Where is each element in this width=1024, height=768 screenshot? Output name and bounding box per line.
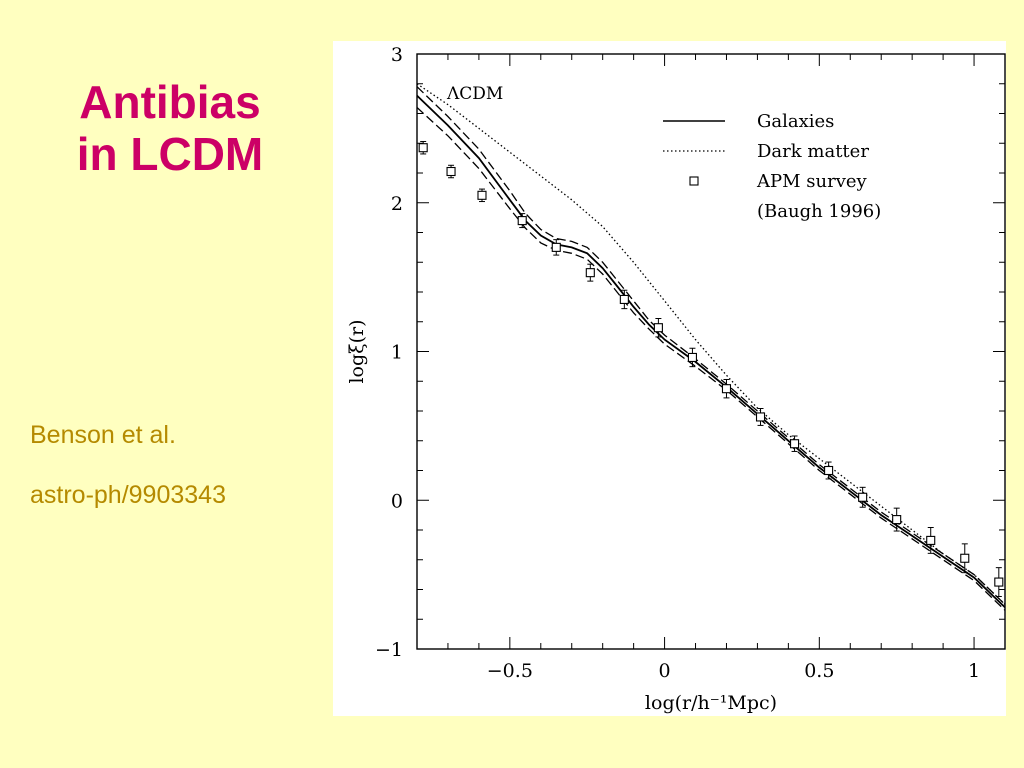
apm-data-point bbox=[858, 486, 868, 508]
apm-marker bbox=[994, 577, 1004, 587]
apm-data-point bbox=[960, 543, 970, 574]
y-tick-label: 2 bbox=[391, 193, 403, 215]
x-tick-label: 1 bbox=[968, 660, 980, 682]
plot-frame bbox=[416, 53, 1006, 650]
apm-marker bbox=[858, 492, 868, 502]
apm-data-point bbox=[790, 435, 800, 452]
credit-reference: astro-ph/9903343 bbox=[30, 481, 226, 509]
apm-marker bbox=[790, 439, 800, 449]
apm-data-point bbox=[477, 188, 487, 203]
legend-label: (Baugh 1996) bbox=[757, 201, 881, 222]
series-galaxies-line bbox=[416, 94, 1006, 609]
apm-data-point bbox=[418, 140, 428, 155]
legend-label: Dark matter bbox=[757, 141, 869, 162]
correlation-chart: Galaxies Dark matter APM survey (Baugh 1996… bbox=[346, 44, 1006, 714]
apm-data-point bbox=[653, 317, 663, 338]
legend-entry: APM survey bbox=[689, 171, 868, 192]
apm-marker bbox=[755, 412, 766, 422]
y-tick-label: −1 bbox=[375, 639, 403, 661]
x-tick-label: −0.5 bbox=[487, 660, 533, 682]
apm-data-point bbox=[517, 213, 527, 229]
slide-title: Antibias in LCDM bbox=[30, 76, 310, 180]
apm-marker bbox=[418, 143, 428, 153]
apm-data-point bbox=[551, 239, 561, 256]
slide-title-line-2: in LCDM bbox=[76, 128, 264, 180]
apm-marker bbox=[585, 268, 595, 278]
apm-data-point bbox=[892, 507, 902, 532]
slide-title-line-1: Antibias bbox=[79, 76, 261, 128]
apm-marker bbox=[517, 216, 527, 226]
x-axis-label: log(r/h⁻¹Mpc) bbox=[645, 692, 777, 714]
y-tick-label: 0 bbox=[391, 490, 403, 512]
apm-data-point bbox=[446, 164, 456, 179]
x-tick-label: 0.5 bbox=[804, 660, 834, 682]
y-axis-label: logξ(r) bbox=[346, 319, 368, 383]
apm-marker bbox=[687, 352, 697, 363]
legend-label: APM survey bbox=[756, 171, 868, 192]
legend-label: Galaxies bbox=[757, 111, 834, 132]
apm-marker bbox=[619, 294, 629, 304]
apm-marker bbox=[721, 384, 732, 394]
apm-data-point bbox=[721, 378, 732, 399]
apm-data-point bbox=[824, 461, 834, 480]
apm-marker bbox=[477, 190, 487, 200]
legend-entry: Galaxies bbox=[663, 111, 834, 132]
series-dark-matter-line bbox=[416, 83, 1006, 605]
apm-data-point bbox=[926, 526, 936, 554]
apm-marker bbox=[892, 515, 902, 525]
apm-marker bbox=[446, 166, 456, 177]
y-tick-label: 1 bbox=[391, 342, 403, 364]
apm-marker bbox=[926, 535, 936, 545]
apm-data-point bbox=[687, 347, 697, 368]
legend-entry: Dark matter bbox=[663, 141, 869, 162]
apm-marker bbox=[824, 465, 834, 476]
chart-panel: Galaxies Dark matter APM survey (Baugh 1996… bbox=[333, 41, 1006, 716]
apm-data-point bbox=[755, 407, 766, 426]
x-tick-label: 0 bbox=[659, 660, 671, 682]
series-galaxies-lower-line bbox=[416, 107, 1006, 611]
lcdm-annotation: ΛCDM bbox=[446, 84, 503, 104]
apm-data-point bbox=[585, 263, 595, 282]
apm-marker bbox=[960, 553, 970, 563]
legend-square-swatch bbox=[689, 176, 699, 186]
y-tick-label: 3 bbox=[391, 44, 403, 66]
apm-data-point bbox=[619, 289, 629, 310]
credit-author: Benson et al. bbox=[30, 421, 176, 449]
series-galaxies-upper-line bbox=[416, 86, 1006, 605]
legend-entry: (Baugh 1996) bbox=[757, 201, 881, 222]
apm-data-point bbox=[994, 567, 1004, 597]
apm-marker bbox=[551, 242, 561, 252]
apm-marker bbox=[653, 323, 663, 333]
